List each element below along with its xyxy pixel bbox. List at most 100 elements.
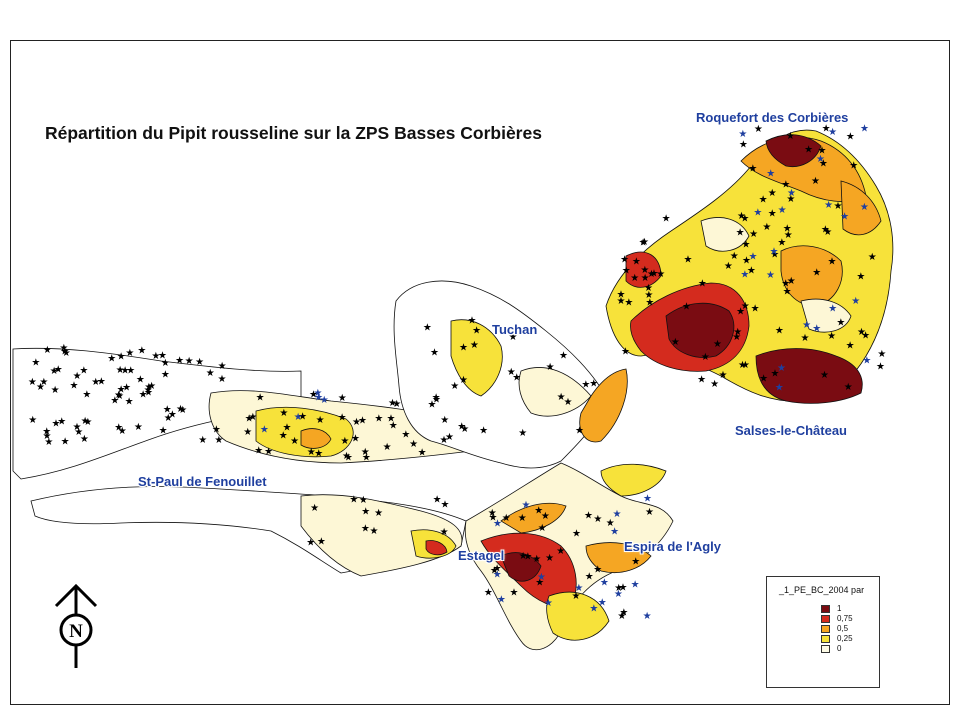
observation-star-icon: ★ bbox=[741, 360, 750, 371]
observation-star-icon: ★ bbox=[432, 394, 441, 405]
observation-star-icon: ★ bbox=[777, 363, 786, 374]
observation-star-icon: ★ bbox=[374, 508, 383, 519]
observation-star-icon: ★ bbox=[256, 392, 265, 403]
observation-star-icon: ★ bbox=[719, 370, 728, 381]
observation-star-icon: ★ bbox=[612, 509, 621, 520]
observation-star-icon: ★ bbox=[827, 256, 836, 267]
observation-star-icon: ★ bbox=[846, 341, 855, 352]
observation-star-icon: ★ bbox=[556, 546, 565, 557]
map-frame[interactable]: ★ ★ ★ ★ ★ ★ ★ ★ ★ ★ ★ ★ ★ ★ ★ ★ ★ ★ ★ ★ ★ ★ ★ ★ ★ ★ ★ ★ ★ ★ ★ ★ ★ ★ ★ ★ ★ ★ ★ ★… bbox=[10, 40, 950, 705]
observation-star-icon: ★ bbox=[624, 297, 633, 308]
observation-star-icon: ★ bbox=[72, 422, 81, 433]
observation-star-icon: ★ bbox=[338, 393, 347, 404]
observation-star-icon: ★ bbox=[309, 389, 318, 400]
observation-star-icon: ★ bbox=[614, 583, 623, 594]
observation-star-icon: ★ bbox=[423, 322, 432, 333]
observation-star-icon: ★ bbox=[738, 129, 747, 140]
observation-star-icon: ★ bbox=[647, 269, 656, 280]
observation-star-icon: ★ bbox=[457, 421, 466, 432]
observation-star-icon: ★ bbox=[59, 343, 68, 354]
observation-star-icon: ★ bbox=[260, 425, 269, 436]
observation-star-icon: ★ bbox=[522, 500, 531, 511]
observation-star-icon: ★ bbox=[644, 283, 653, 294]
map-title: Répartition du Pipit rousseline sur la Z… bbox=[45, 123, 542, 143]
map-canvas[interactable]: ★ ★ ★ ★ ★ ★ ★ ★ ★ ★ ★ ★ ★ ★ ★ ★ ★ ★ ★ ★ ★ ★ ★ ★ ★ ★ ★ ★ ★ ★ ★ ★ ★ ★ ★ ★ ★ ★ ★ ★… bbox=[11, 41, 950, 705]
observation-star-icon: ★ bbox=[762, 222, 771, 233]
observation-star-icon: ★ bbox=[541, 511, 550, 522]
observation-star-icon: ★ bbox=[759, 373, 768, 384]
observation-star-icon: ★ bbox=[769, 246, 778, 257]
observation-star-icon: ★ bbox=[430, 348, 439, 359]
observation-star-icon: ★ bbox=[828, 303, 837, 314]
observation-star-icon: ★ bbox=[836, 317, 845, 328]
zone-tuchan bbox=[393, 280, 607, 469]
observation-star-icon: ★ bbox=[144, 388, 153, 399]
observation-star-icon: ★ bbox=[876, 362, 885, 373]
zone-west bbox=[12, 347, 472, 577]
observation-star-icon: ★ bbox=[62, 348, 71, 359]
observation-star-icon: ★ bbox=[632, 257, 641, 268]
observation-star-icon: ★ bbox=[749, 229, 758, 240]
observation-star-icon: ★ bbox=[786, 131, 795, 142]
observation-star-icon: ★ bbox=[575, 426, 584, 437]
observation-star-icon: ★ bbox=[31, 358, 40, 369]
observation-star-icon: ★ bbox=[644, 290, 653, 301]
observation-star-icon: ★ bbox=[359, 495, 368, 506]
legend-label: 1 bbox=[837, 604, 842, 613]
legend-swatch bbox=[821, 635, 830, 643]
observation-star-icon: ★ bbox=[488, 508, 497, 519]
zone-agly bbox=[464, 462, 674, 651]
observation-star-icon: ★ bbox=[387, 413, 396, 424]
observation-star-icon: ★ bbox=[388, 398, 397, 409]
observation-star-icon: ★ bbox=[877, 349, 886, 360]
observation-star-icon: ★ bbox=[860, 123, 869, 134]
observation-star-icon: ★ bbox=[710, 379, 719, 390]
observation-star-icon: ★ bbox=[645, 507, 654, 518]
observation-star-icon: ★ bbox=[361, 524, 370, 535]
observation-star-icon: ★ bbox=[766, 169, 775, 180]
observation-star-icon: ★ bbox=[593, 514, 602, 525]
observation-star-icon: ★ bbox=[857, 327, 866, 338]
observation-star-icon: ★ bbox=[546, 362, 555, 373]
observation-star-icon: ★ bbox=[775, 383, 784, 394]
observation-star-icon: ★ bbox=[846, 131, 855, 142]
place-label-espira: Espira de l'Agly bbox=[624, 539, 722, 554]
observation-star-icon: ★ bbox=[645, 297, 654, 308]
observation-star-icon: ★ bbox=[161, 358, 170, 369]
observation-star-icon: ★ bbox=[827, 331, 836, 342]
observation-star-icon: ★ bbox=[619, 583, 628, 594]
observation-star-icon: ★ bbox=[493, 569, 502, 580]
observation-star-icon: ★ bbox=[589, 603, 598, 614]
observation-star-icon: ★ bbox=[804, 144, 813, 155]
place-label-stpaul: St-Paul de Fenouillet bbox=[138, 474, 267, 489]
observation-star-icon: ★ bbox=[185, 356, 194, 367]
observation-star-icon: ★ bbox=[777, 237, 786, 248]
observation-star-icon: ★ bbox=[264, 446, 273, 457]
observation-star-icon: ★ bbox=[518, 428, 527, 439]
observation-star-icon: ★ bbox=[317, 537, 326, 548]
observation-star-icon: ★ bbox=[97, 376, 106, 387]
observation-star-icon: ★ bbox=[439, 435, 448, 446]
observation-star-icon: ★ bbox=[572, 591, 581, 602]
observation-star-icon: ★ bbox=[534, 506, 543, 517]
observation-star-icon: ★ bbox=[783, 286, 792, 297]
observation-star-icon: ★ bbox=[741, 301, 750, 312]
observation-star-icon: ★ bbox=[409, 439, 418, 450]
observation-star-icon: ★ bbox=[80, 434, 89, 445]
observation-star-icon: ★ bbox=[214, 435, 223, 446]
observation-star-icon: ★ bbox=[643, 611, 652, 622]
place-label-salses: Salses-le-Château bbox=[735, 423, 847, 438]
observation-star-icon: ★ bbox=[151, 351, 160, 362]
observation-star-icon: ★ bbox=[748, 163, 757, 174]
observation-star-icon: ★ bbox=[736, 228, 745, 239]
observation-star-icon: ★ bbox=[61, 437, 70, 448]
observation-star-icon: ★ bbox=[36, 382, 45, 393]
observation-star-icon: ★ bbox=[775, 325, 784, 336]
observation-star-icon: ★ bbox=[610, 526, 619, 537]
observation-star-icon: ★ bbox=[144, 382, 153, 393]
observation-star-icon: ★ bbox=[294, 412, 303, 423]
observation-star-icon: ★ bbox=[643, 494, 652, 505]
observation-star-icon: ★ bbox=[307, 447, 316, 458]
observation-star-icon: ★ bbox=[144, 385, 153, 396]
observation-star-icon: ★ bbox=[671, 337, 680, 348]
